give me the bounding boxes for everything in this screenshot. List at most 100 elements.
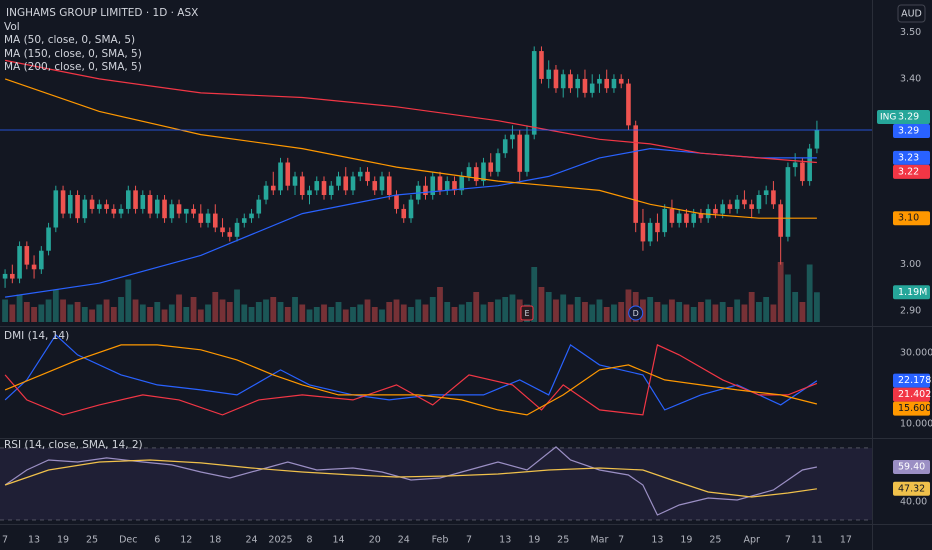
candle-body bbox=[147, 195, 153, 214]
ma-value-label: 3.22 bbox=[898, 166, 919, 177]
x-tick-label: 11 bbox=[811, 535, 823, 546]
x-tick-label: 19 bbox=[528, 535, 540, 546]
x-tick-label: 12 bbox=[180, 535, 192, 546]
candle-body bbox=[510, 134, 515, 140]
ma-value-label-box bbox=[893, 164, 930, 179]
volume-bar bbox=[313, 307, 320, 322]
indicator-value-label: 15.6002 bbox=[898, 403, 932, 414]
ma-value-label: 3.23 bbox=[898, 152, 919, 163]
candle-body bbox=[97, 204, 102, 209]
y-tick-label: 30.0000 bbox=[900, 347, 932, 358]
chart-title: INGHAMS GROUP LIMITED · 1D · ASX bbox=[6, 7, 198, 19]
candle-body bbox=[560, 74, 566, 89]
volume-bar bbox=[538, 287, 545, 322]
volume-bar bbox=[683, 304, 690, 322]
candle-body bbox=[582, 78, 588, 93]
x-tick-label: 25 bbox=[557, 535, 569, 546]
volume-bar bbox=[487, 302, 494, 322]
volume-bar bbox=[103, 299, 110, 322]
candle-body bbox=[379, 176, 385, 191]
volume-value-label: 1.19M bbox=[898, 287, 927, 298]
candle-body bbox=[814, 130, 820, 149]
candle-body bbox=[713, 208, 718, 214]
candle-body bbox=[553, 69, 559, 89]
indicator-value-label: 47.32 bbox=[898, 483, 925, 494]
candle-body bbox=[742, 199, 747, 205]
volume-bar bbox=[299, 304, 306, 322]
volume-bar bbox=[154, 302, 161, 322]
indicator-line bbox=[4, 344, 818, 416]
candle-body bbox=[17, 246, 22, 279]
currency[interactable]: AUD bbox=[901, 9, 922, 20]
indicator-line bbox=[4, 344, 818, 416]
volume-bar bbox=[741, 304, 748, 322]
volume-bar bbox=[799, 302, 806, 322]
volume-bar bbox=[306, 309, 313, 322]
volume-bar bbox=[183, 307, 190, 322]
volume-bar bbox=[161, 309, 168, 322]
x-tick-label: 20 bbox=[369, 535, 381, 546]
candle-body bbox=[60, 190, 66, 214]
x-tick-label: 13 bbox=[28, 535, 40, 546]
x-tick-label: 7 bbox=[2, 535, 8, 546]
volume-bar bbox=[110, 307, 117, 322]
candle-body bbox=[350, 176, 356, 191]
y-tick-label: 3.50 bbox=[900, 27, 921, 38]
last-price-label: 3.29 bbox=[898, 126, 919, 137]
volume-bar bbox=[734, 299, 741, 322]
candle-body bbox=[401, 208, 407, 219]
candle-body bbox=[792, 162, 798, 168]
candle-body bbox=[365, 171, 370, 182]
volume-value-label-box bbox=[893, 285, 930, 300]
volume-bar bbox=[81, 307, 88, 322]
candle-body bbox=[640, 222, 646, 242]
candle-body bbox=[495, 153, 501, 172]
indicator-value-label-box bbox=[893, 481, 930, 496]
x-tick-label: 7 bbox=[466, 535, 472, 546]
candle-body bbox=[299, 176, 305, 195]
volume-bar bbox=[719, 302, 726, 322]
volume-bar bbox=[437, 287, 443, 322]
volume-bar bbox=[698, 302, 704, 322]
candle-body bbox=[191, 208, 196, 214]
candle-body bbox=[756, 195, 762, 209]
candle-body bbox=[118, 208, 124, 214]
candle-body bbox=[162, 199, 167, 219]
rsi-band bbox=[0, 447, 872, 521]
volume-bar bbox=[429, 297, 436, 322]
currency-box[interactable] bbox=[897, 4, 926, 23]
x-tick-label: 13 bbox=[499, 535, 511, 546]
plot: 7 13 19 25 Dec 6 12 18 24 2025 8 14 20 24 Feb 7 13 19 25 Ma… bbox=[0, 27, 932, 546]
candle-body bbox=[727, 204, 733, 209]
candle-body bbox=[705, 208, 711, 219]
volume-bar bbox=[248, 307, 255, 322]
volume-bar bbox=[321, 304, 327, 322]
volume-bar bbox=[712, 304, 719, 322]
volume-bar bbox=[364, 299, 371, 322]
volume-bar bbox=[219, 299, 226, 322]
candle-body bbox=[524, 134, 530, 172]
volume-bar bbox=[176, 294, 182, 322]
ma-value-label-box bbox=[893, 211, 930, 226]
volume-bar bbox=[756, 302, 762, 322]
candle-body bbox=[800, 162, 805, 182]
candle-body bbox=[423, 185, 428, 195]
candle-body bbox=[669, 208, 675, 223]
x-tick-label: 6 bbox=[154, 535, 160, 546]
candle-body bbox=[169, 204, 175, 219]
indicator-line bbox=[4, 78, 817, 219]
volume-bar bbox=[516, 299, 523, 322]
candle-body bbox=[336, 176, 341, 186]
volume-bar bbox=[277, 302, 284, 322]
volume-bar bbox=[458, 304, 465, 322]
volume-bar bbox=[139, 304, 146, 322]
candle-body bbox=[125, 190, 131, 209]
volume-bar bbox=[328, 307, 335, 322]
volume-bar bbox=[640, 299, 646, 322]
candle-body bbox=[771, 190, 776, 205]
volume-bar bbox=[284, 307, 291, 322]
candle-body bbox=[292, 176, 298, 186]
indicator-value-label: 59.40 bbox=[898, 462, 925, 473]
candle-body bbox=[539, 51, 544, 79]
volume-bar bbox=[45, 299, 52, 322]
